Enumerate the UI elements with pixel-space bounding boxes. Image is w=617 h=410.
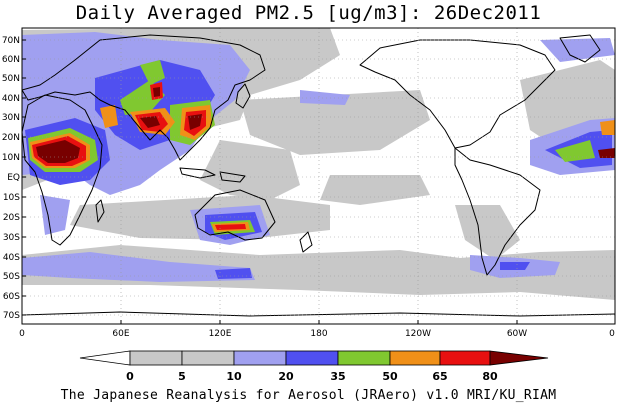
lat-label-20n: 20N (2, 133, 20, 143)
lat-label-40n: 40N (2, 94, 20, 104)
colorbar-tick-0: 0 (126, 370, 134, 383)
lat-label-eq: EQ (7, 173, 20, 183)
lat-label-50s: 50S (3, 272, 20, 282)
colorbar-segment-50-65 (389, 350, 441, 366)
pm25-concentration-field (22, 28, 615, 300)
colorbar-tick-35: 35 (330, 370, 345, 383)
colorbar (79, 350, 549, 366)
lon-label-60w: 60W (507, 329, 527, 339)
lon-label-60e: 60E (112, 329, 129, 339)
lat-label-10n: 10N (2, 153, 20, 163)
lon-label-180: 180 (310, 329, 327, 339)
colorbar-segment-min (79, 350, 131, 366)
colorbar-tick-20: 20 (278, 370, 294, 383)
colorbar-ticks: 0 5 10 20 35 50 65 80 (126, 370, 498, 383)
lat-label-40s: 40S (3, 253, 20, 263)
lon-label-120e: 120E (209, 329, 232, 339)
lon-label-0-east: 0 (609, 329, 615, 339)
colorbar-tick-50: 50 (382, 370, 398, 383)
colorbar-segment-10-20 (233, 350, 287, 366)
map-title: Daily Averaged PM2.5 [ug/m3]: 26Dec2011 (75, 2, 542, 24)
lat-label-60s: 60S (3, 292, 20, 302)
tick-marks (22, 39, 518, 324)
lon-label-0-west: 0 (19, 329, 25, 339)
credit-line: The Japanese Reanalysis for Aerosol (JRA… (60, 388, 557, 403)
colorbar-segment-5-10 (181, 350, 235, 366)
colorbar-tick-65: 65 (432, 370, 447, 383)
graticule (22, 28, 615, 324)
colorbar-tick-10: 10 (226, 370, 242, 383)
lat-label-60n: 60N (2, 55, 20, 65)
lat-label-50n: 50N (2, 74, 20, 84)
colorbar-segment-35-50 (337, 350, 391, 366)
longitude-labels: 0 60E 120E 180 120W 60W 0 (19, 329, 615, 339)
colorbar-tick-80: 80 (482, 370, 498, 383)
colorbar-segment-max (489, 350, 549, 366)
colorbar-tick-5: 5 (178, 370, 186, 383)
lat-label-30n: 30N (2, 113, 20, 123)
map-panel: 70N 60N 50N 40N 30N 20N 10N EQ 10S 20S 3… (2, 27, 616, 339)
lat-label-70s: 70S (3, 311, 20, 321)
lat-label-10s: 10S (3, 193, 20, 203)
colorbar-segment-65-80 (439, 350, 491, 366)
lat-label-30s: 30S (3, 233, 20, 243)
lat-label-20s: 20S (3, 213, 20, 223)
latitude-labels: 70N 60N 50N 40N 30N 20N 10N EQ 10S 20S 3… (2, 36, 20, 321)
colorbar-segment-20-35 (285, 350, 339, 366)
lon-label-120w: 120W (405, 329, 431, 339)
lat-label-70n: 70N (2, 36, 20, 46)
colorbar-segment-0-5 (129, 350, 183, 366)
